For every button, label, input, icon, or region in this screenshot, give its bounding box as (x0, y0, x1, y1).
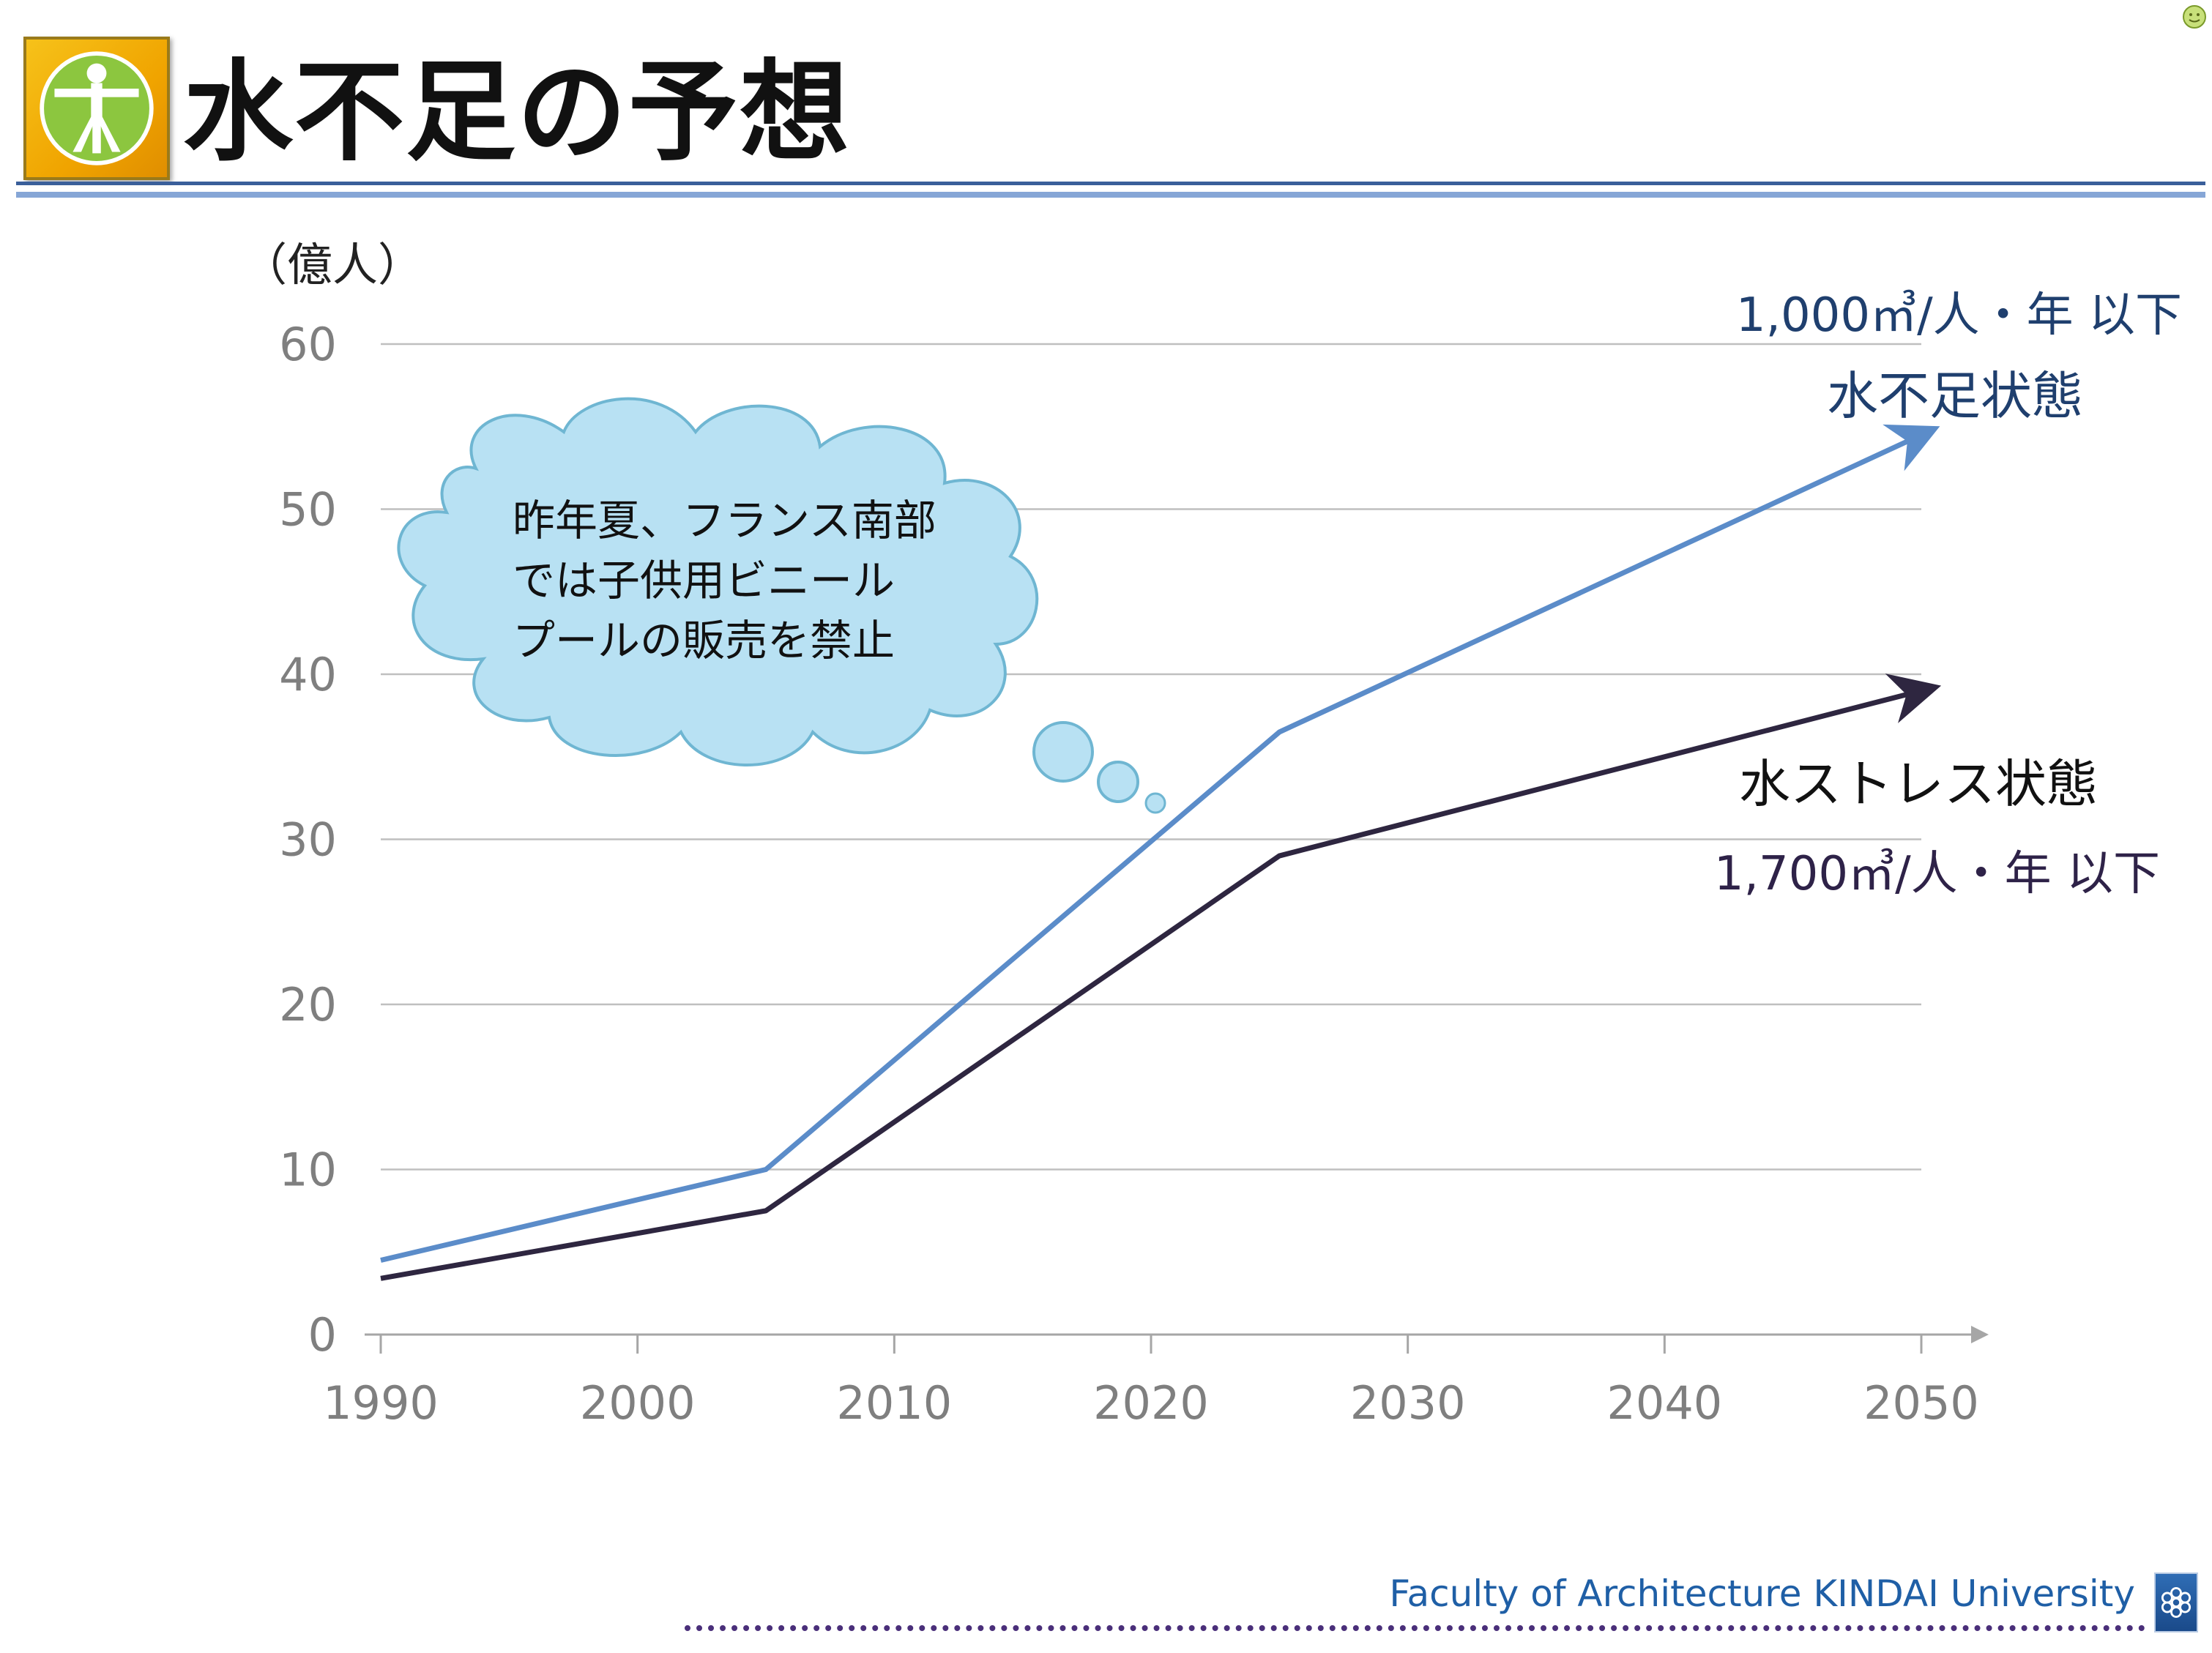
series-line-scarcity (380, 424, 1940, 1263)
scarcity-threshold-label: 1,000㎥/人・年 以下 (1736, 288, 2182, 343)
y-tick-label-10: 10 (279, 1143, 337, 1197)
x-axis (365, 1326, 1989, 1354)
x-tick-label-1990: 1990 (323, 1376, 439, 1430)
x-tick-label-2040: 2040 (1606, 1376, 1722, 1430)
callout-text: 昨年夏、フランス南部 では子供用ビニール プールの販売を禁止 (513, 490, 988, 671)
y-tick-label-40: 40 (279, 648, 337, 701)
y-tick-label-30: 30 (279, 813, 337, 867)
x-tick-label-2000: 2000 (580, 1376, 696, 1430)
slide-title: 水不足の予想 (183, 48, 852, 176)
y-tick-label-20: 20 (279, 978, 337, 1031)
x-tick-labels: 1990 2000 2010 2020 2030 2040 2050 (323, 1376, 1979, 1430)
y-tick-label-50: 50 (279, 483, 337, 537)
title-rule-light (16, 192, 2205, 198)
y-tick-label-60: 60 (279, 318, 337, 371)
series-line-stress (380, 673, 1942, 1281)
y-axis-label: （億人） (242, 238, 423, 291)
title-rule-dark (16, 182, 2205, 185)
thought-cloud (397, 397, 1166, 814)
x-tick-label-2030: 2030 (1350, 1376, 1466, 1430)
callout-line-3: プールの販売を禁止 (513, 616, 895, 665)
university-emblem-icon (2154, 1572, 2198, 1633)
callout-line-2: では子供用ビニール (513, 556, 895, 605)
scarcity-state-label: 水不足状態 (1827, 366, 2083, 426)
y-tick-label-0: 0 (308, 1308, 337, 1362)
stress-threshold-label: 1,700㎥/人・年 以下 (1714, 847, 2160, 901)
footer-credit: Faculty of Architecture KINDAI Universit… (1389, 1572, 2135, 1615)
logo (23, 37, 170, 180)
x-tick-label-2050: 2050 (1863, 1376, 1979, 1430)
vitruvian-figure-icon (40, 51, 154, 165)
smiley-icon (2183, 5, 2206, 29)
stress-state-label: 水ストレス状態 (1739, 754, 2098, 814)
x-tick-label-2010: 2010 (836, 1376, 952, 1430)
callout-line-1: 昨年夏、フランス南部 (513, 496, 936, 545)
y-tick-labels: 0 10 20 30 40 50 60 (279, 318, 337, 1362)
x-tick-label-2020: 2020 (1093, 1376, 1209, 1430)
footer-dotted-rule (685, 1625, 2145, 1631)
